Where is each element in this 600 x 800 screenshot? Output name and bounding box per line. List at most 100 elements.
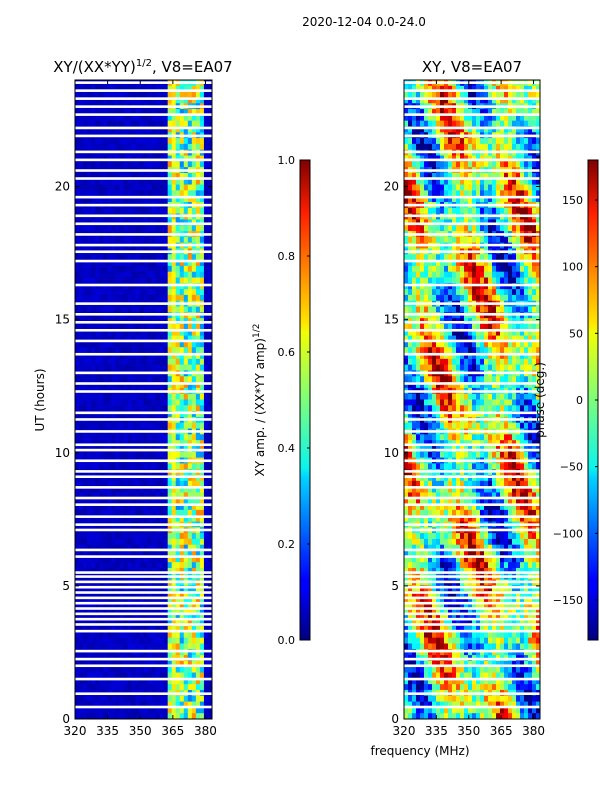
heatmap-cell xyxy=(179,405,185,412)
heatmap-cell xyxy=(416,85,421,93)
heatmap-cell xyxy=(87,713,92,720)
heatmap-cell xyxy=(123,411,128,418)
heatmap-cell xyxy=(187,538,193,546)
heatmap-cell xyxy=(480,85,485,93)
heatmap-cell xyxy=(99,323,104,331)
heatmap-cell xyxy=(163,451,169,458)
heatmap-cell xyxy=(187,666,193,673)
heatmap-cell xyxy=(404,254,409,261)
heatmap-cell xyxy=(436,254,441,261)
heatmap-cell xyxy=(111,405,116,412)
flagged-row xyxy=(75,448,212,452)
heatmap-cell xyxy=(159,666,165,673)
heatmap-cell xyxy=(95,120,100,127)
heatmap-cell xyxy=(91,707,96,714)
flagged-row xyxy=(75,81,212,84)
heatmap-cell xyxy=(155,376,161,383)
heatmap-cell xyxy=(143,504,148,511)
heatmap-cell xyxy=(159,509,165,517)
heatmap-cell xyxy=(536,207,541,215)
heatmap-cell xyxy=(95,138,100,145)
heatmap-cell xyxy=(440,138,445,145)
heatmap-cell xyxy=(175,660,181,668)
heatmap-cell xyxy=(151,475,156,482)
heatmap-cell xyxy=(195,109,201,116)
heatmap-cell xyxy=(111,695,116,702)
heatmap-cell xyxy=(203,323,209,331)
heatmap-cell xyxy=(472,207,477,215)
heatmap-cell xyxy=(476,161,481,168)
heatmap-cell xyxy=(179,353,185,360)
heatmap-cell xyxy=(83,161,88,168)
heatmap-cell xyxy=(496,138,501,145)
heatmap-cell xyxy=(456,114,461,122)
heatmap-cell xyxy=(207,306,213,313)
heatmap-cell xyxy=(456,178,461,185)
heatmap-cell xyxy=(135,544,140,551)
flagged-row xyxy=(75,591,212,594)
heatmap-cell xyxy=(195,643,201,650)
heatmap-cell xyxy=(143,509,148,517)
heatmap-cell xyxy=(500,85,505,93)
heatmap-cell xyxy=(476,184,481,191)
heatmap-cell xyxy=(79,614,84,621)
heatmap-cell xyxy=(484,97,489,104)
heatmap-cell xyxy=(500,236,505,244)
heatmap-cell xyxy=(524,190,529,197)
heatmap-cell xyxy=(163,196,169,203)
heatmap-cell xyxy=(179,509,185,517)
heatmap-cell xyxy=(159,329,165,336)
heatmap-cell xyxy=(159,411,165,418)
heatmap-cell xyxy=(115,626,120,633)
heatmap-cell xyxy=(516,178,521,185)
heatmap-cell xyxy=(95,294,100,302)
heatmap-cell xyxy=(191,405,197,412)
heatmap-cell xyxy=(171,637,177,644)
heatmap-cell xyxy=(484,190,489,197)
heatmap-cell xyxy=(484,85,489,93)
heatmap-cell xyxy=(408,126,413,133)
heatmap-cell xyxy=(111,143,116,151)
heatmap-cell xyxy=(428,97,433,104)
heatmap-cell xyxy=(143,434,148,441)
heatmap-cell xyxy=(183,486,189,493)
heatmap-cell xyxy=(83,504,88,511)
heatmap-cell xyxy=(163,85,169,93)
heatmap-cell xyxy=(87,486,92,493)
heatmap-cell xyxy=(131,614,136,621)
heatmap-cell xyxy=(127,225,132,232)
heatmap-cell xyxy=(123,382,128,389)
heatmap-cell xyxy=(147,475,152,482)
heatmap-cell xyxy=(87,335,92,342)
heatmap-cell xyxy=(436,196,441,203)
heatmap-cell xyxy=(456,91,461,98)
heatmap-cell xyxy=(476,138,481,145)
heatmap-cell xyxy=(207,353,213,360)
heatmap-cell xyxy=(75,138,80,145)
heatmap-cell xyxy=(83,475,88,482)
heatmap-cell xyxy=(179,608,185,615)
heatmap-cell xyxy=(199,556,205,563)
heatmap-cell xyxy=(412,114,417,122)
heatmap-cell xyxy=(404,178,409,185)
heatmap-cell xyxy=(167,597,173,604)
flagged-row xyxy=(75,195,212,199)
heatmap-cell xyxy=(163,91,169,98)
heatmap-cell xyxy=(183,463,189,470)
heatmap-cell xyxy=(159,114,165,122)
heatmap-cell xyxy=(528,120,533,127)
heatmap-cell xyxy=(127,161,132,168)
heatmap-cell xyxy=(195,614,201,621)
heatmap-cell xyxy=(199,678,205,685)
heatmap-cell xyxy=(135,695,140,702)
heatmap-cell xyxy=(412,138,417,145)
heatmap-cell xyxy=(139,480,144,488)
heatmap-cell xyxy=(139,713,144,720)
heatmap-cell xyxy=(131,626,136,633)
heatmap-cell xyxy=(103,550,108,557)
heatmap-cell xyxy=(135,260,140,267)
heatmap-cell xyxy=(520,225,525,232)
heatmap-cell xyxy=(420,271,425,278)
heatmap-cell xyxy=(123,283,128,290)
heatmap-cell xyxy=(83,254,88,261)
